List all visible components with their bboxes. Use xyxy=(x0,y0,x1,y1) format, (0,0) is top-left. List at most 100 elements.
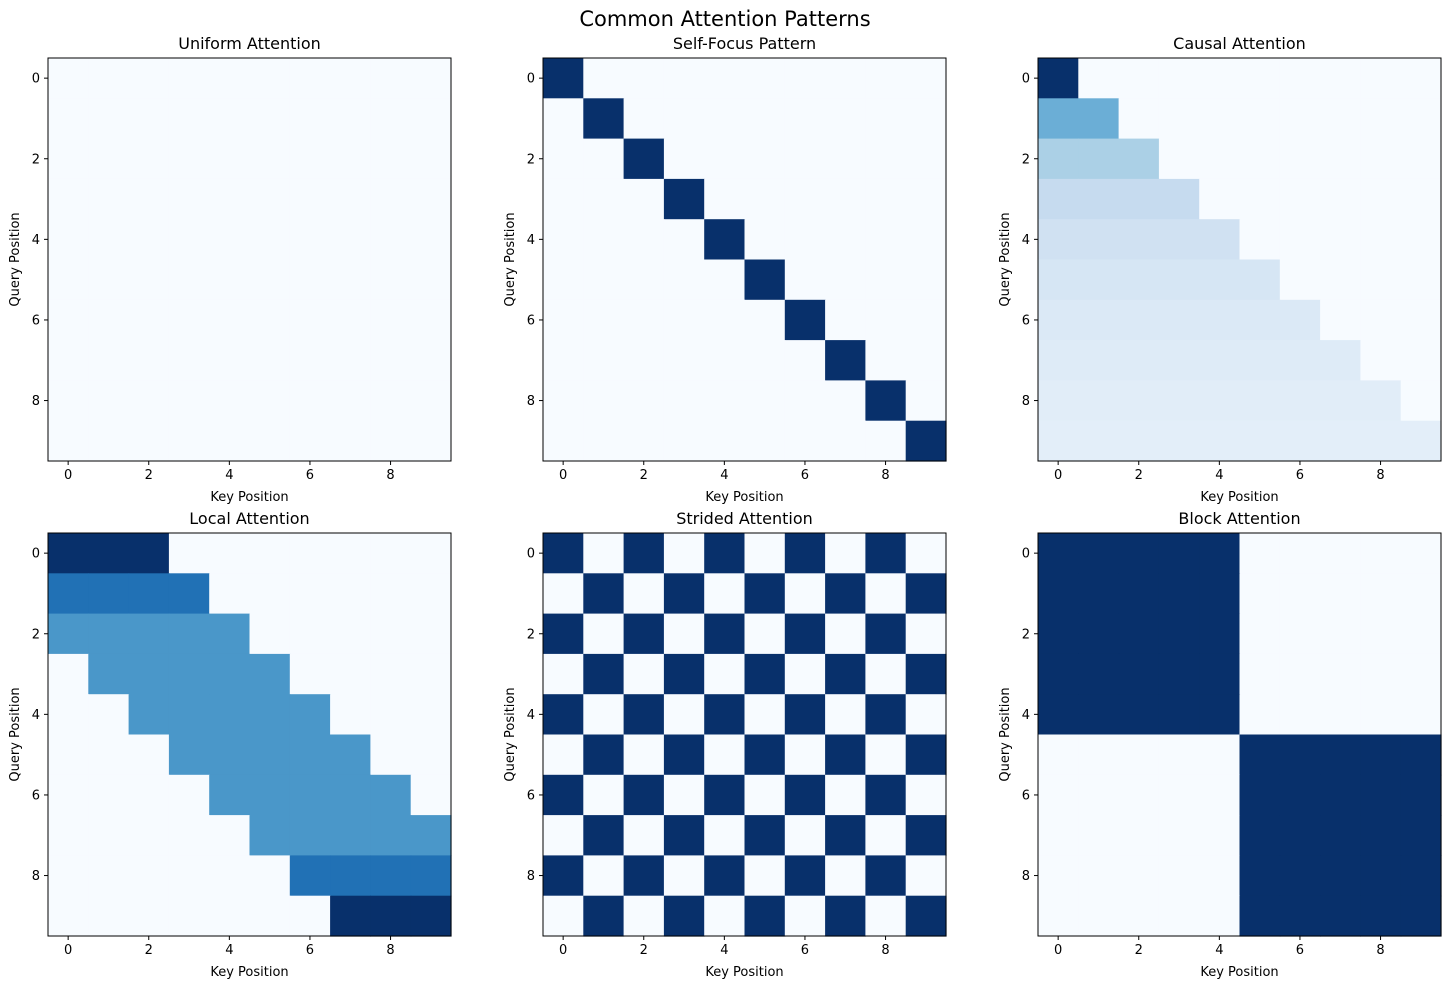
heatmap-cell xyxy=(128,855,170,897)
heatmap-cell xyxy=(48,613,89,655)
heatmap-cell xyxy=(1078,138,1120,180)
heatmap-cell xyxy=(905,774,947,816)
x-tick-label: 4 xyxy=(225,943,233,958)
heatmap-cell xyxy=(289,299,331,341)
heatmap-cell xyxy=(744,694,786,736)
heatmap-cell xyxy=(865,178,907,220)
heatmap-cell xyxy=(410,178,452,220)
heatmap-cell xyxy=(784,380,826,422)
heatmap-cell xyxy=(663,855,705,897)
heatmap-cell xyxy=(289,178,331,220)
heatmap-cell xyxy=(1400,573,1442,615)
y-tick-label: 6 xyxy=(527,788,535,803)
heatmap-cell xyxy=(704,178,746,220)
heatmap-cell xyxy=(249,855,291,897)
heatmap-cell xyxy=(1239,340,1281,381)
heatmap-cell xyxy=(583,653,625,695)
heatmap-cell xyxy=(289,259,331,301)
heatmap-cell xyxy=(1158,219,1200,261)
heatmap-cell xyxy=(48,815,89,856)
heatmap-cell xyxy=(1038,340,1079,381)
heatmap-cell xyxy=(1118,380,1160,422)
heatmap-cell xyxy=(370,219,412,261)
heatmap-cell xyxy=(623,138,665,180)
heatmap-cell xyxy=(1078,613,1120,655)
heatmap-cell xyxy=(1279,259,1321,301)
heatmap-cell xyxy=(249,58,291,99)
heatmap-cell xyxy=(410,895,452,937)
heatmap-cell xyxy=(825,613,866,655)
heatmap-cell xyxy=(784,299,826,341)
y-axis-label: Query Position xyxy=(998,212,1013,306)
heatmap-cell xyxy=(370,774,412,816)
heatmap-cell xyxy=(663,380,705,422)
figure-title: Common Attention Patterns xyxy=(579,7,870,31)
heatmap-cell xyxy=(825,138,866,180)
heatmap-cell xyxy=(330,613,371,655)
heatmap-cell xyxy=(1279,815,1321,856)
heatmap-cell xyxy=(168,58,210,99)
heatmap-cell xyxy=(1158,573,1200,615)
heatmap-cell xyxy=(168,219,210,261)
heatmap-cell xyxy=(410,380,452,422)
heatmap-cell xyxy=(1279,380,1321,422)
heatmap-cell xyxy=(410,259,452,301)
axes-frame xyxy=(542,532,947,937)
x-axis-label: Key Position xyxy=(705,965,783,980)
y-tick-label: 4 xyxy=(527,708,535,723)
heatmap-panel: 0 2 4 6 8 0 2 4 6 8 Local Attention Key Position Que… xyxy=(8,509,452,980)
heatmap-cell xyxy=(48,138,89,180)
heatmap-cell xyxy=(623,259,665,301)
axes-frame xyxy=(47,57,452,462)
heatmap-cell xyxy=(410,694,452,736)
heatmap-cell xyxy=(128,299,170,341)
heatmap-cell xyxy=(744,774,786,816)
heatmap-cell xyxy=(1199,138,1241,180)
heatmap-cell xyxy=(905,613,947,655)
heatmap-cell xyxy=(704,98,746,140)
heatmap-cell xyxy=(825,259,866,301)
heatmap-cell xyxy=(289,573,331,615)
heatmap-cell xyxy=(583,815,625,856)
heatmap-cell xyxy=(1038,815,1079,856)
heatmap-cell xyxy=(825,219,866,261)
heatmap-cell xyxy=(543,653,584,695)
heatmap-cell xyxy=(1118,299,1160,341)
heatmap-cell xyxy=(865,259,907,301)
y-tick-label: 8 xyxy=(32,869,40,884)
heatmap-cell xyxy=(88,380,130,422)
heatmap-cell xyxy=(663,895,705,937)
heatmap-cell xyxy=(663,58,705,99)
heatmap-panel: 0 2 4 6 8 0 2 4 6 8 Self-Focus Pattern Key Position… xyxy=(503,34,947,505)
heatmap-cell xyxy=(410,855,452,897)
heatmap-cell xyxy=(1320,340,1361,381)
heatmap-cell xyxy=(1118,138,1160,180)
heatmap-cell xyxy=(1320,533,1361,574)
x-tick-label: 2 xyxy=(640,943,648,958)
heatmap-cell xyxy=(330,340,371,381)
heatmap-cell xyxy=(663,219,705,261)
heatmap-cell xyxy=(1199,98,1241,140)
heatmap-cell xyxy=(1279,98,1321,140)
heatmap-cell xyxy=(1279,340,1321,381)
heatmap-cell xyxy=(1320,653,1361,695)
heatmap-cell xyxy=(1118,420,1160,462)
heatmap-cell xyxy=(663,420,705,462)
heatmap-cell xyxy=(825,98,866,140)
x-tick-label: 8 xyxy=(1376,468,1384,483)
heatmap-cell xyxy=(784,219,826,261)
heatmap-cell xyxy=(543,855,584,897)
x-tick-label: 4 xyxy=(225,468,233,483)
heatmap-cell xyxy=(704,533,746,574)
heatmap-cell xyxy=(543,533,584,574)
heatmap-cell xyxy=(168,895,210,937)
heatmap-cell xyxy=(1118,259,1160,301)
heatmap-cell xyxy=(865,533,907,574)
heatmap-cell xyxy=(623,815,665,856)
heatmap-cell xyxy=(88,219,130,261)
heatmap-cell xyxy=(1320,98,1361,140)
heatmap-cell xyxy=(1118,653,1160,695)
heatmap-cell xyxy=(583,613,625,655)
heatmap-cell xyxy=(1158,855,1200,897)
heatmap-cell xyxy=(825,299,866,341)
